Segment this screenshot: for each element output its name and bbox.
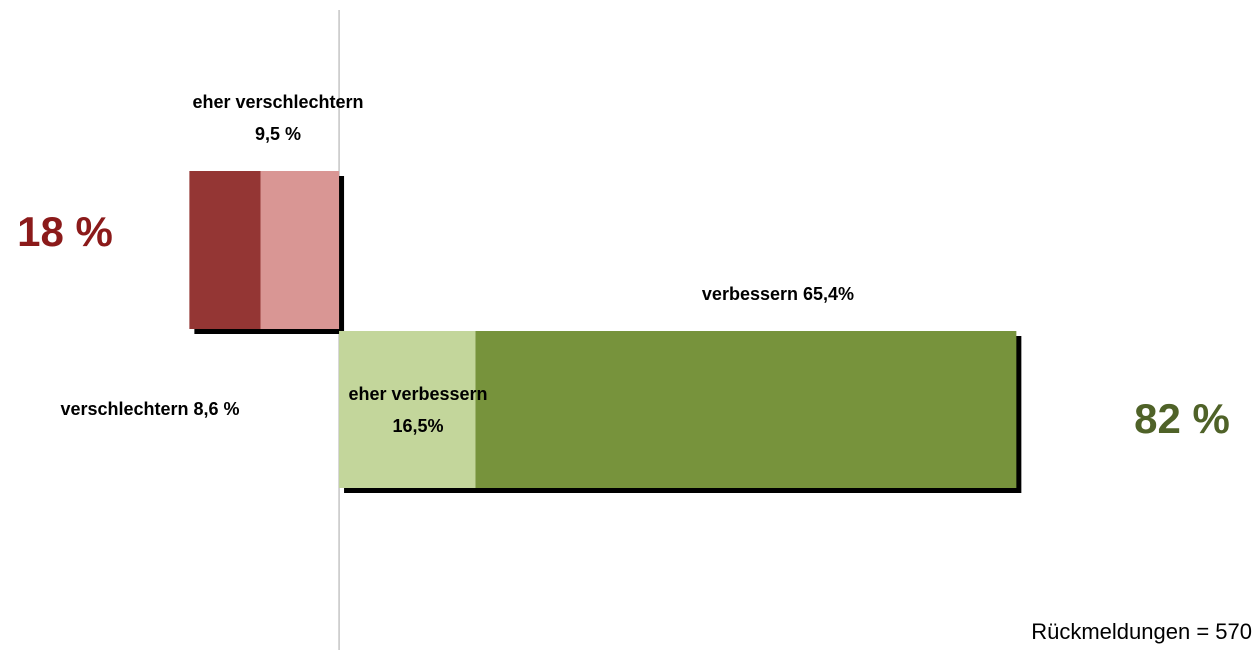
series-name: eher verbessern [348, 384, 487, 404]
bar [260, 171, 340, 329]
series-name: verbessern [702, 284, 798, 304]
bar [339, 331, 476, 488]
series-name: eher verschlechtern [192, 92, 363, 112]
data-label-group: verschlechtern 8,6 % [60, 399, 239, 419]
bar [189, 171, 261, 329]
data-label: 8,6 % [194, 399, 240, 419]
data-label: 16,5% [392, 416, 443, 436]
total-label: 18 % [17, 208, 113, 255]
total-label: 82 % [1134, 395, 1230, 442]
data-label: 9,5 % [255, 124, 301, 144]
data-label: 65,4% [803, 284, 854, 304]
data-label-group: verbessern 65,4% [702, 284, 854, 304]
series-name: verschlechtern [60, 399, 188, 419]
annotation: Rückmeldungen = 570 [1031, 619, 1252, 644]
bar [475, 331, 1017, 488]
